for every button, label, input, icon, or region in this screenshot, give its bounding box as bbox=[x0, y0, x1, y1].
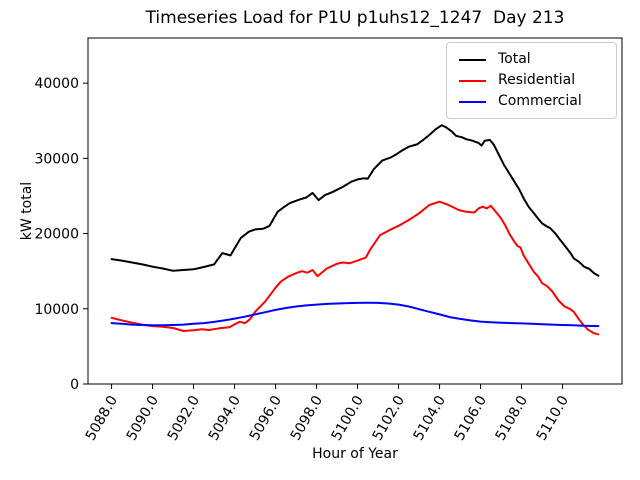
y-tick-label: 40000 bbox=[34, 76, 79, 92]
legend-item-total: Total bbox=[447, 49, 616, 70]
x-tick-label: 5090.0 bbox=[124, 393, 162, 443]
x-tick-label: 5096.0 bbox=[247, 393, 285, 443]
legend-item-residential: Residential bbox=[447, 70, 616, 91]
x-tick-label: 5106.0 bbox=[452, 393, 490, 443]
x-tick-label: 5088.0 bbox=[83, 393, 121, 443]
x-tick-label: 5110.0 bbox=[534, 393, 572, 443]
legend-label-commercial: Commercial bbox=[498, 93, 582, 109]
series-line-total bbox=[110, 124, 600, 277]
legend: Total Residential Commercial bbox=[446, 42, 617, 119]
chart-title: Timeseries Load for P1U p1uhs12_1247 Day… bbox=[145, 8, 565, 28]
legend-item-commercial: Commercial bbox=[447, 91, 616, 112]
x-tick-label: 5092.0 bbox=[165, 393, 203, 443]
y-tick-label: 10000 bbox=[34, 302, 79, 318]
series-line-commercial bbox=[110, 301, 600, 328]
legend-label-total: Total bbox=[498, 51, 531, 67]
y-tick-label: 30000 bbox=[34, 151, 79, 167]
x-tick-label: 5102.0 bbox=[370, 393, 408, 443]
x-tick-label: 5104.0 bbox=[411, 393, 449, 443]
x-tick-label: 5098.0 bbox=[288, 393, 326, 443]
commercial-line-swatch bbox=[459, 100, 486, 103]
x-tick-label: 5100.0 bbox=[329, 393, 367, 443]
series-line-residential bbox=[110, 200, 600, 336]
residential-line-swatch bbox=[459, 79, 486, 82]
y-tick-label: 20000 bbox=[34, 227, 79, 243]
x-tick-label: 5094.0 bbox=[206, 393, 244, 443]
axes-frame bbox=[87, 37, 623, 385]
y-tick-label: 0 bbox=[70, 377, 79, 393]
x-axis-label: Hour of Year bbox=[312, 446, 398, 462]
total-line-swatch bbox=[459, 58, 486, 61]
x-tick-label: 5108.0 bbox=[493, 393, 531, 443]
legend-label-residential: Residential bbox=[498, 72, 576, 88]
